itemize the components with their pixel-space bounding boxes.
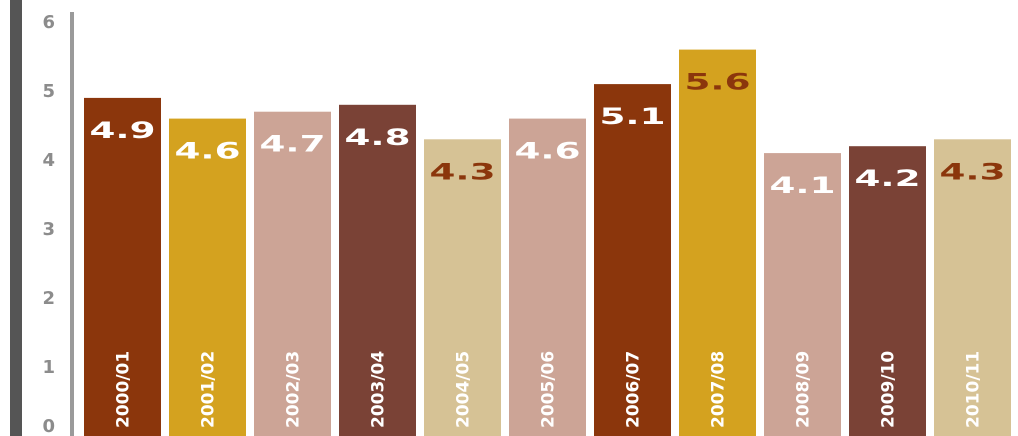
left-rule	[10, 0, 22, 436]
bar-2004-05	[424, 139, 501, 436]
x-category-label: 2001/02	[199, 351, 219, 428]
x-category-label: 2003/04	[369, 351, 389, 428]
x-category-label: 2010/11	[964, 351, 984, 428]
bar-2002-03	[254, 111, 331, 436]
x-category-label: 2008/09	[794, 351, 814, 428]
x-category-label: 2009/10	[879, 351, 899, 428]
y-axis-ticks: 0 1 2 3 4 5 6	[42, 12, 55, 436]
bar-2010-11	[934, 139, 1011, 436]
bar-value-label: 5.6	[685, 71, 751, 96]
bar-value-label: 4.2	[855, 167, 921, 192]
y-tick-label: 5	[42, 81, 55, 102]
bar-2009-10	[849, 146, 926, 436]
x-category-label: 2002/03	[284, 351, 304, 428]
x-category-label: 2004/05	[454, 351, 474, 428]
bar-2003-04	[339, 104, 416, 436]
bar-value-label: 4.9	[90, 119, 156, 144]
x-category-label: 2005/06	[539, 351, 559, 428]
bar-value-label: 4.3	[430, 160, 496, 185]
y-tick-label: 2	[42, 288, 55, 309]
y-tick-label: 4	[42, 150, 55, 171]
bar-value-label: 4.8	[345, 126, 411, 151]
y-tick-label: 0	[42, 416, 55, 436]
bar-value-label: 4.3	[940, 160, 1006, 185]
y-tick-label: 3	[42, 219, 55, 240]
bar-value-label: 5.1	[600, 105, 666, 130]
x-category-label: 2000/01	[114, 351, 134, 428]
y-axis-line	[70, 12, 74, 436]
bar-value-label: 4.1	[770, 174, 836, 199]
bar-2001-02	[169, 118, 246, 436]
x-category-label: 2007/08	[709, 351, 729, 428]
bar-2008-09	[764, 153, 841, 436]
bar-2005-06	[509, 118, 586, 436]
y-tick-label: 6	[42, 12, 55, 33]
bar-2000-01	[84, 97, 161, 436]
bars: 4.9 2000/01 4.6 2001/02 4.7 2002/03 4.8 2003/04…	[84, 49, 1011, 436]
bar-2007-08	[679, 49, 756, 436]
bar-2006-07	[594, 84, 671, 436]
bar-value-label: 4.6	[175, 140, 241, 165]
bar-value-label: 4.7	[260, 133, 326, 158]
bar-value-label: 4.6	[515, 140, 581, 165]
x-category-label: 2006/07	[624, 351, 644, 428]
y-tick-label: 1	[42, 357, 55, 378]
